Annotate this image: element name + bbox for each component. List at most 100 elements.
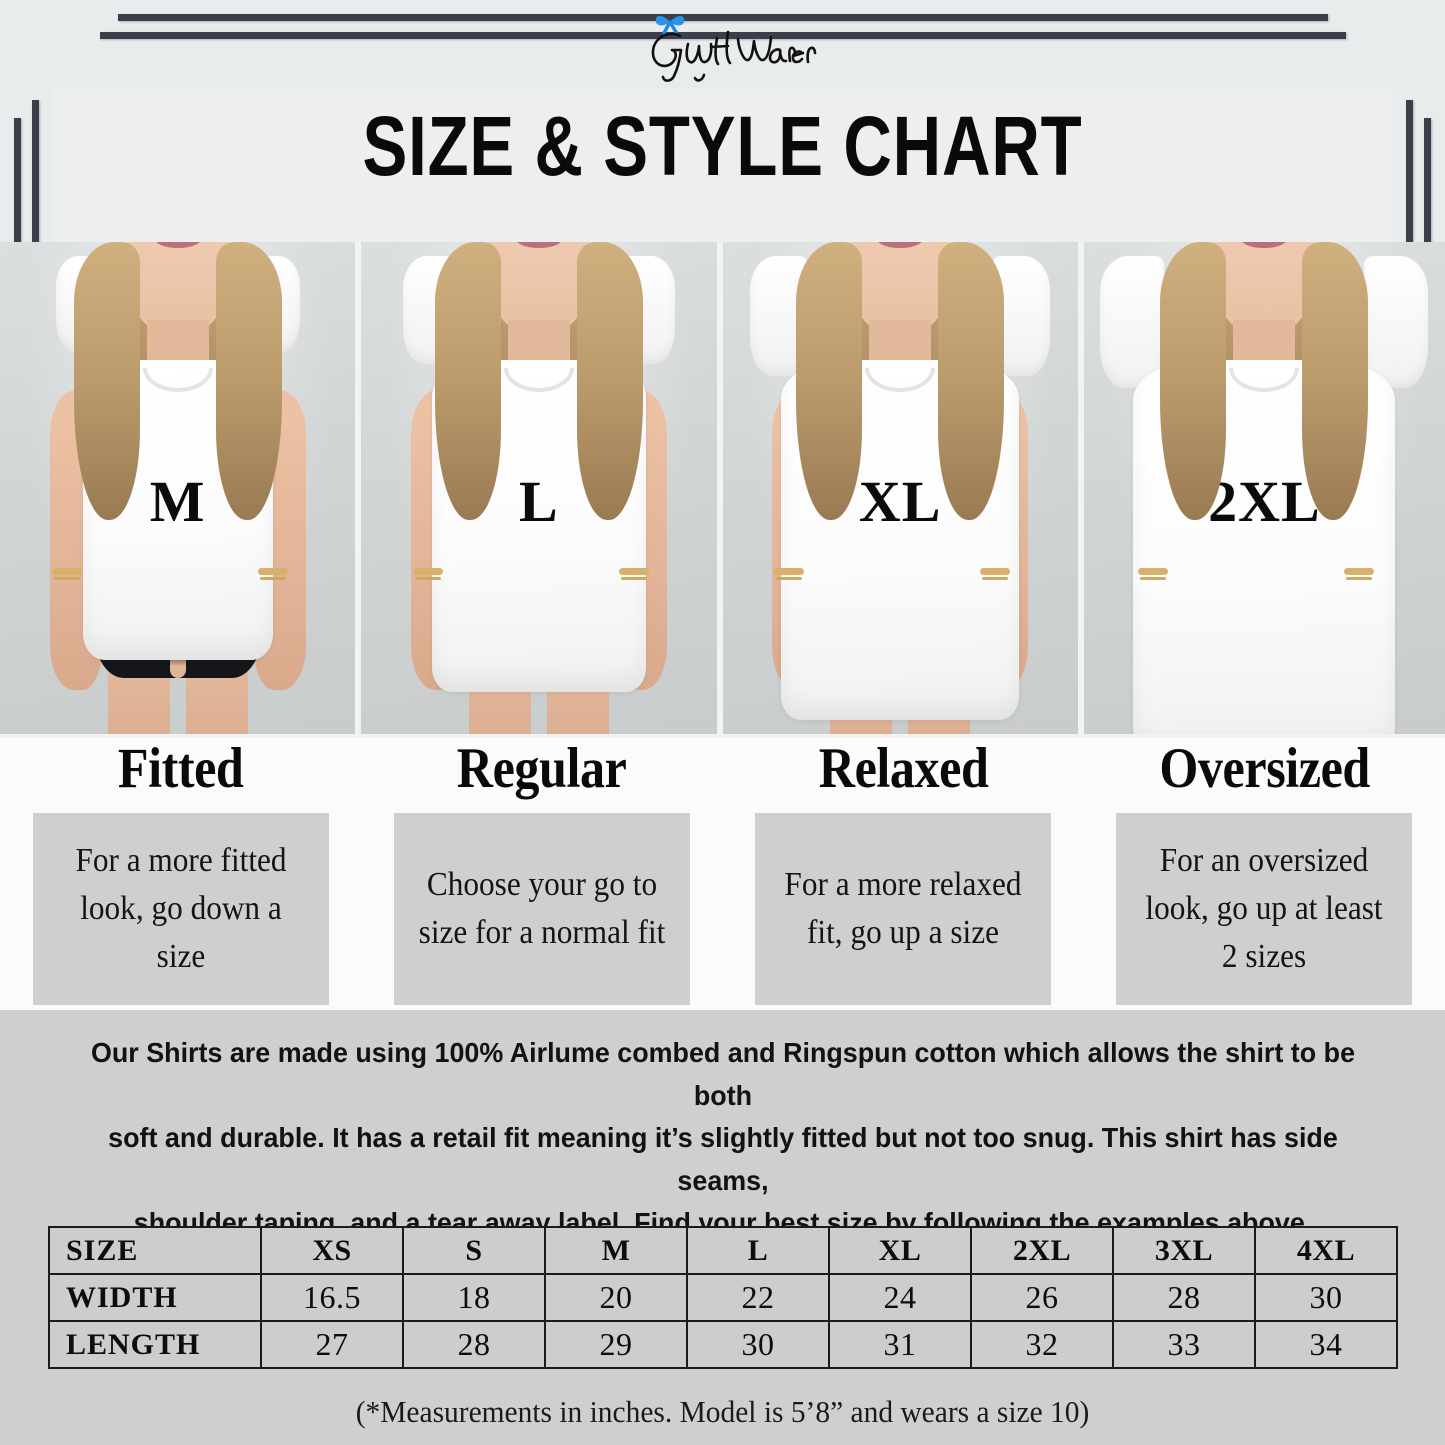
fit-column-fitted: Fitted For a more fitted look, go down a… [0, 734, 361, 1005]
lips [877, 242, 924, 248]
measurements-table-wrap: SIZE XS S M L XL 2XL 3XL 4XL WIDTH 16.5 … [48, 1226, 1398, 1369]
fit-column-oversized: Oversized For an oversized look, go up a… [1084, 734, 1445, 1005]
fit-description-box-regular: Choose your go to size for a normal fit [393, 813, 690, 1005]
bracelet-right [618, 568, 649, 575]
shirt-size-label: L [519, 469, 559, 534]
fit-description-regular: Choose your go to size for a normal fit [418, 865, 666, 951]
measurements-table: SIZE XS S M L XL 2XL 3XL 4XL WIDTH 16.5 … [48, 1226, 1398, 1369]
fit-description-relaxed: For a more relaxed fit, go up a size [784, 865, 1022, 951]
width-2xl: 26 [970, 1273, 1114, 1322]
hair-front-left [1160, 242, 1227, 520]
fit-description-box-fitted: For a more fitted look, go down a size [32, 813, 329, 1005]
width-xl: 24 [828, 1273, 972, 1322]
frame-line-top-inner [100, 32, 1346, 39]
table-header-3xl: 3XL [1112, 1226, 1256, 1275]
width-s: 18 [402, 1273, 546, 1322]
hair-front-right [215, 242, 282, 520]
fit-description-box-relaxed: For a more relaxed fit, go up a size [755, 813, 1052, 1005]
model-photo-2xl: 2XL [1083, 242, 1445, 734]
table-rowhead-width: WIDTH [48, 1273, 262, 1322]
model-photo-l: L [361, 242, 723, 734]
frame-line-top-outer [118, 14, 1328, 21]
length-2xl: 32 [970, 1320, 1114, 1369]
table-row-width: WIDTH 16.5 18 20 22 24 26 28 30 [48, 1273, 1398, 1322]
fit-title-fitted: Fitted [117, 737, 244, 800]
model-figure: XL [723, 242, 1078, 734]
length-l: 30 [686, 1320, 830, 1369]
fit-guide-band: Fitted For a more fitted look, go down a… [0, 734, 1445, 1010]
table-row-length: LENGTH 27 28 29 30 31 32 33 34 [48, 1320, 1398, 1369]
table-header-m: M [544, 1226, 688, 1275]
header-plate [52, 88, 1393, 242]
hair-front-right [1302, 242, 1369, 520]
width-xs: 16.5 [260, 1273, 404, 1322]
fit-title-oversized: Oversized [1159, 737, 1370, 800]
length-xs: 27 [260, 1320, 404, 1369]
model-figure: 2XL [1084, 242, 1445, 734]
length-m: 29 [544, 1320, 688, 1369]
table-header-l: L [686, 1226, 830, 1275]
lips [515, 242, 562, 248]
header-band: SIZE & STYLE CHART [0, 0, 1445, 242]
table-rowhead-length: LENGTH [48, 1320, 262, 1369]
gyftwear-logo-icon [651, 15, 816, 82]
width-m: 20 [544, 1273, 688, 1322]
product-description-line-1: Our Shirts are made using 100% Airlume c… [90, 1037, 1356, 1111]
brand-logo [0, 6, 1445, 89]
table-header-4xl: 4XL [1254, 1226, 1398, 1275]
collar [142, 368, 213, 392]
model-figure: M [0, 242, 355, 734]
width-4xl: 30 [1254, 1273, 1398, 1322]
length-xl: 31 [828, 1320, 972, 1369]
model-photo-strip: M L [0, 242, 1445, 734]
fit-column-relaxed: Relaxed For a more relaxed fit, go up a … [723, 734, 1084, 1005]
fit-description-box-oversized: For an oversized look, go up at least 2 … [1116, 813, 1413, 1005]
table-header-s: S [402, 1226, 546, 1275]
table-header-xl: XL [828, 1226, 972, 1275]
bracelet-left [1138, 568, 1169, 575]
shirt-size-label: M [149, 469, 206, 534]
shirt-size-label: XL [858, 469, 942, 534]
fit-description-oversized: For an oversized look, go up at least 2 … [1145, 841, 1383, 976]
bracelet-left [774, 568, 805, 575]
page-title: SIZE & STYLE CHART [362, 99, 1083, 193]
collar [503, 368, 574, 392]
measurements-footnote: (*Measurements in inches. Model is 5’8” … [355, 1394, 1090, 1429]
fit-title-regular: Regular [457, 737, 627, 800]
length-4xl: 34 [1254, 1320, 1398, 1369]
hair-front-right [938, 242, 1005, 520]
table-header-size: SIZE [48, 1226, 262, 1275]
table-header-2xl: 2XL [970, 1226, 1114, 1275]
bracelet-right [980, 568, 1011, 575]
product-description-line-2: soft and durable. It has a retail fit me… [108, 1122, 1338, 1196]
model-photo-m: M [0, 242, 362, 734]
bracelet-left [51, 568, 82, 575]
fit-columns: Fitted For a more fitted look, go down a… [0, 734, 1445, 1005]
length-3xl: 33 [1112, 1320, 1256, 1369]
bracelet-left [412, 568, 443, 575]
bracelet-right [257, 568, 288, 575]
lips [1241, 242, 1288, 248]
fit-description-fitted: For a more fitted look, go down a size [75, 841, 287, 976]
bottom-section: Our Shirts are made using 100% Airlume c… [0, 1010, 1445, 1445]
lips [154, 242, 201, 248]
length-s: 28 [402, 1320, 546, 1369]
fit-title-relaxed: Relaxed [818, 737, 988, 800]
fit-column-regular: Regular Choose your go to size for a nor… [361, 734, 722, 1005]
hair-front-left [73, 242, 140, 520]
collar [1229, 368, 1300, 392]
collar [865, 368, 936, 392]
table-header-xs: XS [260, 1226, 404, 1275]
model-photo-xl: XL [722, 242, 1084, 734]
bow-icon [655, 15, 684, 35]
shirt-size-label: 2XL [1208, 469, 1321, 534]
table-row-size-headers: SIZE XS S M L XL 2XL 3XL 4XL [48, 1226, 1398, 1275]
bracelet-right [1344, 568, 1375, 575]
sleeve-right [1364, 256, 1429, 388]
width-3xl: 28 [1112, 1273, 1256, 1322]
model-figure: L [361, 242, 716, 734]
hair-front-left [434, 242, 501, 520]
sleeve-left [1100, 256, 1165, 388]
width-l: 22 [686, 1273, 830, 1322]
